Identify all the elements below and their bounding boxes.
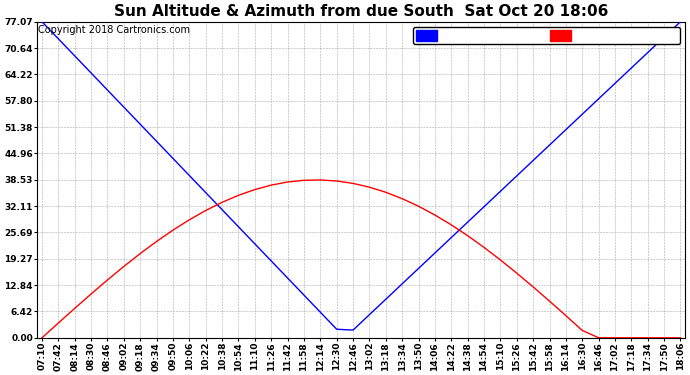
Text: Copyright 2018 Cartronics.com: Copyright 2018 Cartronics.com bbox=[38, 25, 190, 35]
Legend: Azimuth  (Angle °), Altitude (Angle °): Azimuth (Angle °), Altitude (Angle °) bbox=[413, 27, 680, 44]
Title: Sun Altitude & Azimuth from due South  Sat Oct 20 18:06: Sun Altitude & Azimuth from due South Sa… bbox=[114, 4, 609, 19]
